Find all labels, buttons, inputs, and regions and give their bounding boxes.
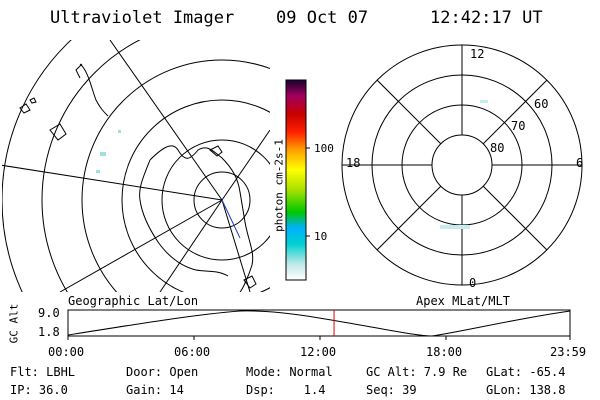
mlat-label-80: 80 [490, 141, 505, 155]
mlat-label-70: 70 [511, 119, 526, 133]
x-tick-0000: 00:00 [48, 345, 85, 359]
colorbar [285, 79, 307, 281]
auroral-emission-geo [96, 130, 121, 173]
filter-status: Flt: LBHL [10, 365, 76, 379]
timeline-ticks [67, 336, 571, 340]
seq-status: Seq: 39 [366, 383, 417, 397]
ip-status: IP: 36.0 [10, 383, 68, 397]
glat-status: GLat: -65.4 [486, 365, 566, 379]
colorbar-tick-100: 100 [314, 142, 334, 155]
time-label: 12:42:17 UT [430, 8, 543, 28]
date-label: 09 Oct 07 [276, 8, 369, 28]
y-tick-1-8: 1.8 [38, 325, 60, 339]
x-tick-1800: 18:00 [426, 345, 463, 359]
app-title: Ultraviolet Imager [50, 8, 235, 28]
door-status: Door: Open [126, 365, 199, 379]
polar-mlat-mlt-plot [341, 44, 583, 286]
gc-alt-status: GC Alt: 7.9 Re [366, 365, 468, 379]
geographic-map [2, 40, 270, 292]
mlt-label-6: 6 [576, 156, 584, 170]
glon-status: GLon: 138.8 [486, 383, 566, 397]
x-tick-1200: 12:00 [300, 345, 337, 359]
y-tick-9: 9.0 [38, 306, 60, 320]
apex-panel-title: Apex MLat/MLT [416, 294, 510, 308]
x-tick-2359: 23:59 [550, 345, 587, 359]
dsp-status: Dsp: 1.4 [246, 383, 326, 397]
mlt-label-12: 12 [470, 47, 485, 61]
timeline-frame [67, 309, 571, 337]
mlt-label-18: 18 [346, 156, 361, 170]
x-tick-0600: 06:00 [174, 345, 211, 359]
gain-status: Gain: 14 [126, 383, 184, 397]
mlat-label-60: 60 [534, 97, 549, 111]
mode-status: Mode: Normal [246, 365, 333, 379]
gc-alt-axis-label: GC Alt [7, 303, 21, 344]
geo-panel-title: Geographic Lat/Lon [68, 294, 199, 308]
altitude-curve [67, 310, 571, 337]
auroral-emission-polar [440, 100, 488, 229]
colorbar-tick-10: 10 [314, 230, 328, 243]
mlt-label-0: 0 [469, 276, 477, 290]
colorbar-unit-label: photon cm-2s-1 [272, 139, 286, 232]
